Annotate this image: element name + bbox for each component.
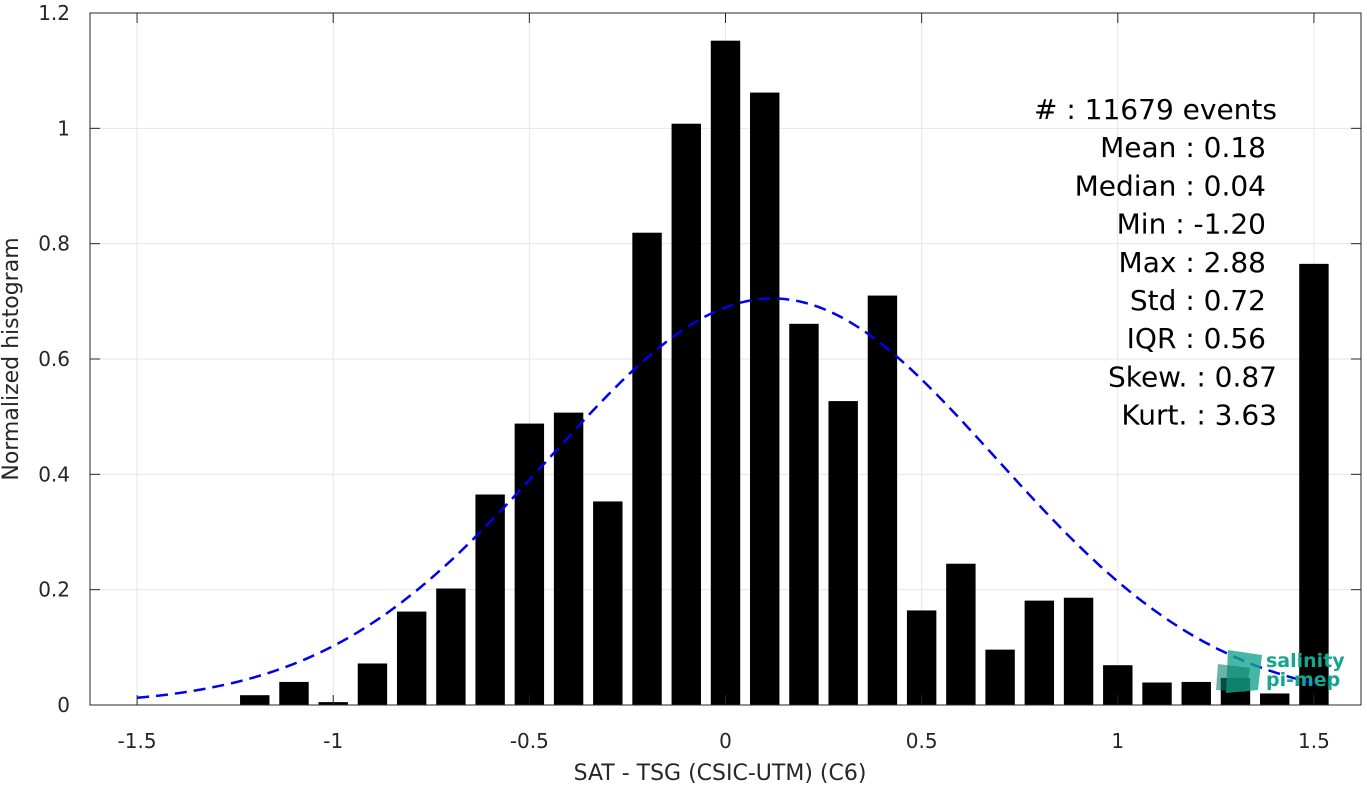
histogram-bar xyxy=(1142,682,1172,705)
y-tick-label: 0.6 xyxy=(38,347,70,371)
histogram-bar xyxy=(553,412,584,705)
stat-line: # : 11679 events xyxy=(1034,93,1277,126)
histogram-bar xyxy=(1299,263,1329,705)
x-tick-labels: -1.5 -1 -0.5 0 0.5 1 1.5 xyxy=(118,729,1330,753)
x-tick-label: 0 xyxy=(719,729,732,753)
y-tick-label: 0.8 xyxy=(38,232,70,256)
histogram-bar xyxy=(475,494,505,705)
histogram-bar xyxy=(1259,693,1290,705)
histogram-bar xyxy=(867,295,898,705)
histogram-bar xyxy=(436,588,466,705)
histogram-bar xyxy=(632,232,662,705)
histogram-bar xyxy=(357,663,388,705)
histogram-bar xyxy=(985,649,1015,705)
stat-line: Min : -1.20 xyxy=(1117,208,1266,241)
logo-line-1: salinity xyxy=(1266,650,1345,672)
y-tick-label: 0 xyxy=(57,693,70,717)
histogram-bar xyxy=(828,401,858,705)
x-tick-label: -0.5 xyxy=(510,729,549,753)
y-tick-label: 1.2 xyxy=(38,1,70,25)
normal-fit-curve xyxy=(136,297,1315,700)
histogram-bar xyxy=(710,40,741,706)
histogram-bar xyxy=(240,695,270,705)
histogram-bar xyxy=(1063,597,1094,705)
histogram-bar xyxy=(789,323,819,705)
x-tick-label: 1.5 xyxy=(1298,729,1330,753)
histogram-bars xyxy=(240,40,1329,706)
y-axis-label: Normalized histogram xyxy=(0,237,24,480)
histogram-bar xyxy=(593,501,623,705)
histogram-bar xyxy=(946,563,976,705)
stat-line: Median : 0.04 xyxy=(1075,169,1266,202)
histogram-bar xyxy=(514,423,545,705)
statistics-annotation: # : 11679 events Mean : 0.18 Median : 0.04… xyxy=(1034,93,1277,432)
x-tick-label: -1.5 xyxy=(118,729,157,753)
x-tick-label: 0.5 xyxy=(906,729,938,753)
histogram-bar xyxy=(906,610,937,705)
histogram-bar xyxy=(396,611,427,705)
stat-line: Max : 2.88 xyxy=(1119,246,1266,279)
y-tick-label: 0.2 xyxy=(38,578,70,602)
histogram-bar xyxy=(1181,681,1211,705)
stat-line: Kurt. : 3.63 xyxy=(1121,399,1277,432)
y-tick-labels: 0 0.2 0.4 0.6 0.8 1 1.2 xyxy=(38,1,70,717)
stat-line: Mean : 0.18 xyxy=(1100,131,1266,164)
histogram-bar xyxy=(1024,600,1055,705)
logo-icon-shade xyxy=(1216,664,1250,692)
histogram-bar xyxy=(279,681,309,705)
salinity-pi-mep-logo: salinity pi-mep xyxy=(1216,650,1345,693)
histogram-bar xyxy=(750,92,780,705)
axis-ticks xyxy=(90,12,1361,706)
stat-line: Skew. : 0.87 xyxy=(1108,360,1277,393)
y-tick-label: 0.4 xyxy=(38,462,70,486)
histogram-bar xyxy=(671,123,701,706)
x-tick-label: 1 xyxy=(1111,729,1124,753)
x-tick-label: -1 xyxy=(323,729,343,753)
logo-line-2: pi-mep xyxy=(1266,669,1340,691)
x-axis-label: SAT - TSG (CSIC-UTM) (C6) xyxy=(574,761,867,785)
y-tick-label: 1 xyxy=(57,116,70,140)
stat-line: IQR : 0.56 xyxy=(1127,322,1266,355)
stat-line: Std : 0.72 xyxy=(1130,284,1266,317)
